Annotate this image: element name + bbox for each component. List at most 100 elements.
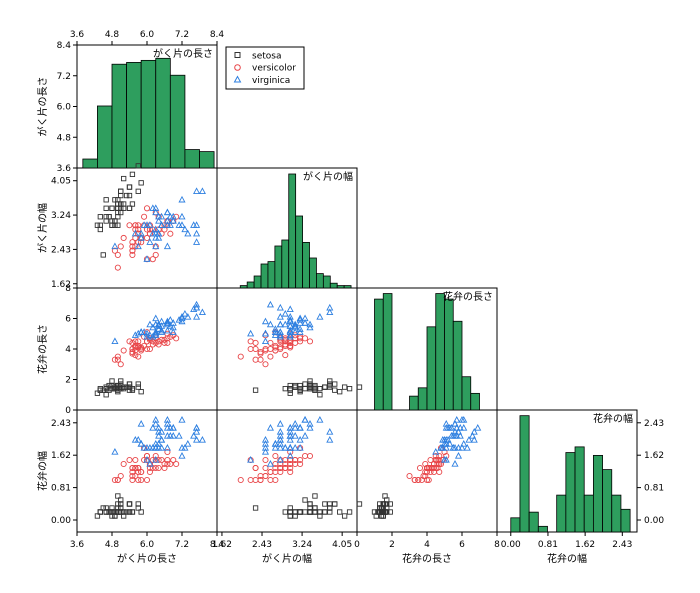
point-virginica-2-1-34 bbox=[266, 320, 274, 328]
point-versicolor-1-0-7 bbox=[111, 247, 118, 254]
point-setosa-1-0-41 bbox=[100, 252, 106, 258]
legend-label-versicolor: versicolor bbox=[252, 64, 296, 74]
point-versicolor-1-0-3 bbox=[129, 251, 136, 258]
point-versicolor-3-0-37 bbox=[152, 464, 159, 472]
point-setosa-1-0-38 bbox=[97, 222, 103, 228]
histogram-bar-2-0 bbox=[374, 298, 384, 411]
point-versicolor-3-2-29 bbox=[415, 476, 422, 484]
bottom-tick-label-2-1: 2 bbox=[389, 540, 395, 550]
point-versicolor-3-0-29 bbox=[135, 476, 142, 484]
point-versicolor-3-2-41 bbox=[434, 460, 441, 468]
point-versicolor-3-0-45 bbox=[135, 468, 142, 476]
point-versicolor-2-0-12 bbox=[143, 345, 151, 353]
point-setosa-2-0-47 bbox=[103, 386, 109, 392]
point-setosa-3-1-46 bbox=[327, 509, 333, 515]
point-virginica-2-0-44 bbox=[163, 319, 171, 326]
point-virginica-3-2-9 bbox=[460, 416, 468, 423]
point-setosa-1-0-10 bbox=[126, 192, 133, 199]
point-virginica-1-0-46 bbox=[152, 242, 160, 250]
left-tick-label-1-3: 4.05 bbox=[51, 177, 71, 187]
point-virginica-2-1-35 bbox=[286, 313, 294, 320]
point-setosa-2-0-20 bbox=[126, 381, 133, 387]
point-virginica-2-1-22 bbox=[276, 303, 284, 311]
point-virginica-3-1-49 bbox=[286, 444, 294, 451]
point-setosa-3-2-43 bbox=[382, 493, 388, 499]
histogram-bar-2-4 bbox=[426, 326, 437, 411]
point-virginica-2-0-45 bbox=[163, 326, 171, 334]
point-virginica-2-0-37 bbox=[155, 322, 163, 329]
y-axis-label-2: 花弁の長さ bbox=[36, 324, 49, 374]
point-virginica-3-0-40 bbox=[163, 420, 171, 427]
point-virginica-3-2-43 bbox=[456, 424, 464, 431]
point-setosa-1-0-36 bbox=[129, 201, 136, 207]
point-versicolor-3-0-26 bbox=[167, 460, 174, 468]
y-axis-label-0: がく片の長さ bbox=[36, 77, 49, 137]
point-versicolor-3-0-6 bbox=[152, 452, 159, 460]
point-versicolor-2-1-37 bbox=[252, 339, 259, 346]
point-virginica-3-0-8 bbox=[163, 444, 171, 451]
point-virginica-2-0-25 bbox=[178, 314, 186, 322]
point-virginica-3-0-19 bbox=[143, 456, 151, 463]
panel-frame-1-1 bbox=[216, 167, 358, 289]
point-setosa-3-1-23 bbox=[302, 497, 308, 503]
point-versicolor-2-1-48 bbox=[262, 361, 269, 368]
point-setosa-3-2-49 bbox=[378, 509, 385, 515]
top-tick-label-0: 3.6 bbox=[70, 30, 85, 40]
point-virginica-3-0-33 bbox=[152, 456, 160, 463]
point-virginica-2-0-8 bbox=[163, 317, 171, 325]
point-virginica-3-0-22 bbox=[193, 436, 201, 443]
point-versicolor-3-2-34 bbox=[432, 456, 439, 464]
point-versicolor-3-1-48 bbox=[262, 472, 269, 480]
point-setosa-3-1-48 bbox=[322, 509, 328, 515]
point-virginica-3-1-31 bbox=[326, 436, 334, 443]
point-virginica-1-0-34 bbox=[146, 238, 154, 245]
point-virginica-3-1-36 bbox=[306, 420, 314, 427]
histogram-bar-0-5 bbox=[155, 57, 171, 169]
bottom-tick-label-2-3: 6 bbox=[459, 540, 465, 550]
histogram-bar-2-5 bbox=[435, 293, 445, 411]
point-virginica-1-0-9 bbox=[178, 195, 186, 203]
point-versicolor-2-0-10 bbox=[114, 353, 121, 360]
point-virginica-3-1-9 bbox=[316, 416, 324, 423]
point-versicolor-2-0-24 bbox=[155, 341, 162, 348]
point-setosa-3-0-46 bbox=[118, 509, 124, 515]
point-virginica-3-0-14 bbox=[137, 420, 145, 427]
point-virginica-1-0-15 bbox=[155, 212, 163, 220]
x-axis-label-2: 花弁の長さ bbox=[402, 552, 452, 565]
point-versicolor-2-0-2 bbox=[170, 332, 177, 339]
point-setosa-3-1-41 bbox=[252, 505, 259, 511]
point-versicolor-1-0-38 bbox=[132, 222, 139, 229]
point-virginica-2-0-29 bbox=[178, 317, 186, 325]
point-versicolor-1-0-45 bbox=[135, 222, 142, 229]
point-virginica-3-0-45 bbox=[163, 424, 171, 431]
point-setosa-2-0-37 bbox=[112, 386, 118, 392]
point-versicolor-3-2-36 bbox=[436, 456, 443, 464]
point-versicolor-1-0-48 bbox=[117, 243, 124, 250]
point-setosa-3-1-37 bbox=[317, 513, 323, 519]
left-tick-label-3-0: 0.00 bbox=[51, 516, 71, 526]
point-versicolor-2-0-49 bbox=[135, 344, 142, 351]
point-setosa-2-0-45 bbox=[109, 386, 115, 392]
point-setosa-1-0-24 bbox=[109, 205, 115, 211]
point-virginica-3-1-8 bbox=[261, 444, 270, 451]
point-versicolor-3-0-42 bbox=[138, 468, 145, 476]
point-setosa-3-1-31 bbox=[307, 501, 313, 507]
point-versicolor-3-1-42 bbox=[267, 468, 274, 476]
point-virginica-3-1-29 bbox=[286, 452, 294, 459]
point-setosa-2-1-49 bbox=[302, 386, 308, 392]
x-axis-label-0: がく片の長さ bbox=[117, 552, 177, 565]
point-virginica-3-1-10 bbox=[296, 436, 304, 443]
point-virginica-3-0-24 bbox=[163, 432, 171, 439]
point-setosa-2-1-41 bbox=[252, 387, 259, 393]
bottom-tick-label-0-0: 3.6 bbox=[70, 540, 85, 550]
point-versicolor-3-0-16 bbox=[132, 456, 139, 464]
point-virginica-1-0-44 bbox=[163, 208, 171, 216]
point-virginica-3-1-40 bbox=[291, 420, 299, 427]
point-versicolor-3-2-42 bbox=[423, 468, 431, 476]
point-virginica-3-0-48 bbox=[149, 424, 157, 431]
point-versicolor-3-1-39 bbox=[262, 464, 269, 472]
point-versicolor-3-0-19 bbox=[132, 472, 139, 480]
point-versicolor-1-0-20 bbox=[141, 213, 148, 220]
point-virginica-1-0-14 bbox=[137, 229, 145, 237]
